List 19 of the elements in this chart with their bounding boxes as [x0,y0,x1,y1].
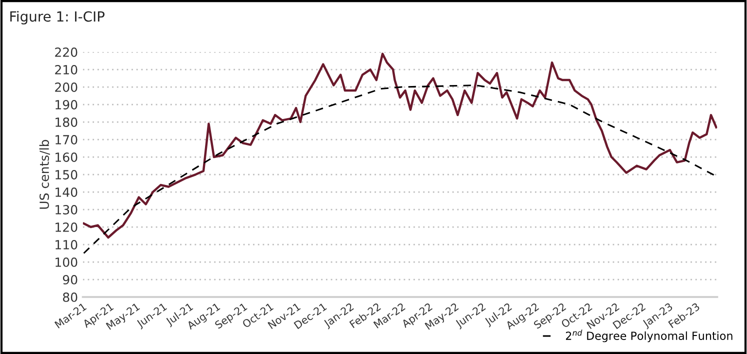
chart-title: Figure 1: I-CIP [10,10,105,24]
legend-label: 2$^{nd}$ Degree Polynomal Funtion [566,330,732,342]
y-tick-label: 150 [56,170,78,180]
line-series [82,52,718,239]
y-tick-label: 120 [56,222,78,232]
y-tick-label: 200 [55,82,78,92]
y-tick-label: 140 [56,187,78,197]
y-tick-label: 80 [62,292,78,302]
y-tick-label: 160 [56,152,78,162]
y-tick-label: 90 [62,274,78,284]
y-axis-title: US cents/lb [39,140,50,209]
y-tick-label: 130 [56,204,78,214]
y-tick-label: 190 [56,100,78,110]
y-tick-label: 180 [56,118,78,127]
y-tick-label: 220 [55,48,78,57]
y-tick-label: 110 [56,240,78,250]
y-tick-label: 170 [56,135,78,144]
y-tick-label: 210 [55,65,78,74]
y-tick-label: 100 [56,257,78,267]
